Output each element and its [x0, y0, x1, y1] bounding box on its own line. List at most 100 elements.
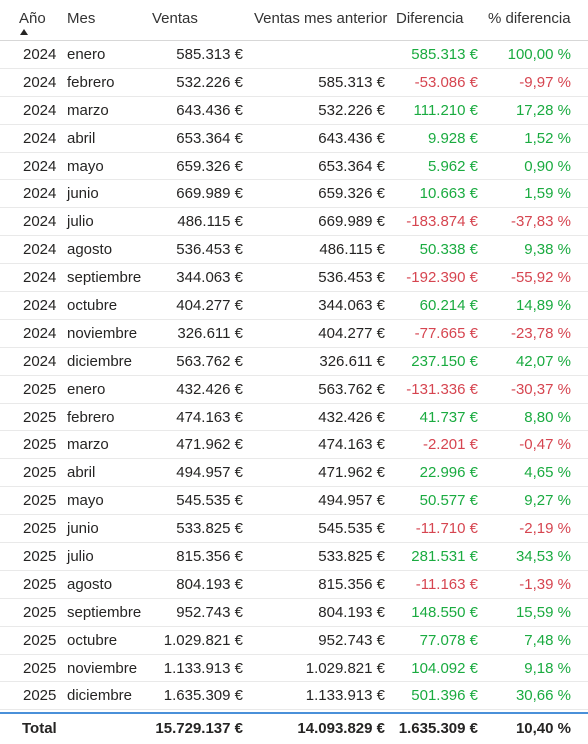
cell-ventas: 815.356 €: [176, 548, 243, 566]
cell-pct-diferencia: -9,97 %: [519, 73, 571, 91]
cell-diferencia: -131.336 €: [406, 380, 478, 398]
cell-ventas: 653.364 €: [176, 129, 243, 147]
cell-mes: mayo: [67, 157, 104, 175]
cell-ano: 2024: [23, 241, 57, 259]
cell-ventas-anterior: 653.364 €: [318, 157, 385, 175]
cell-ventas-anterior: 432.426 €: [318, 408, 385, 426]
cell-ventas: 471.962 €: [176, 436, 243, 454]
table-row[interactable]: 2025 diciembre 1.635.309 € 1.133.913 € 501.3…: [0, 682, 588, 711]
cell-pct-diferencia: 8,80 %: [524, 408, 571, 426]
cell-pct-diferencia: -1,39 %: [519, 575, 571, 593]
cell-ano: 2025: [23, 687, 57, 705]
table-row[interactable]: 2025 febrero 474.163 € 432.426 € 41.737 € 8,8…: [0, 404, 588, 432]
column-header-diferencia[interactable]: Diferencia: [396, 10, 464, 27]
table-row[interactable]: 2025 marzo 471.962 € 474.163 € -2.201 € -0,47…: [0, 431, 588, 460]
table-row[interactable]: 2024 junio 669.989 € 659.326 € 10.663 € 1,59 …: [0, 180, 588, 209]
table-row[interactable]: 2024 octubre 404.277 € 344.063 € 60.214 € 14,…: [0, 292, 588, 320]
table-row[interactable]: 2024 abril 653.364 € 643.436 € 9.928 € 1,52 %: [0, 125, 588, 153]
total-ventas-anterior: 14.093.829 €: [297, 720, 385, 738]
table-row[interactable]: 2024 julio 486.115 € 669.989 € -183.874 € -37…: [0, 208, 588, 237]
cell-ano: 2024: [23, 213, 57, 231]
column-header-ventas-anterior[interactable]: Ventas mes anterior: [254, 10, 388, 27]
column-header-pct-diferencia[interactable]: % diferencia: [488, 10, 571, 27]
cell-mes: agosto: [67, 575, 113, 593]
cell-diferencia: 10.663 €: [419, 185, 478, 203]
cell-diferencia: 50.577 €: [419, 492, 478, 510]
cell-ano: 2025: [23, 520, 57, 538]
cell-mes: noviembre: [67, 324, 138, 342]
cell-diferencia: -2.201 €: [422, 436, 478, 454]
total-diferencia: 1.635.309 €: [398, 720, 478, 738]
cell-ano: 2025: [23, 631, 57, 649]
cell-ventas: 659.326 €: [176, 157, 243, 175]
table-row[interactable]: 2025 septiembre 952.743 € 804.193 € 148.550 …: [0, 599, 588, 627]
column-header-ventas[interactable]: Ventas: [152, 10, 198, 27]
cell-ventas: 486.115 €: [177, 213, 243, 231]
cell-ventas-anterior: 804.193 €: [318, 603, 385, 621]
table-row[interactable]: 2025 octubre 1.029.821 € 952.743 € 77.078 € 7…: [0, 627, 588, 655]
cell-ventas: 643.436 €: [176, 101, 243, 119]
cell-ano: 2025: [23, 436, 57, 454]
cell-mes: octubre: [67, 297, 118, 315]
cell-pct-diferencia: 9,27 %: [524, 492, 571, 510]
cell-mes: octubre: [67, 631, 118, 649]
cell-ano: 2024: [23, 129, 57, 147]
cell-pct-diferencia: 9,18 %: [524, 659, 571, 677]
cell-ventas-anterior: 545.535 €: [318, 520, 385, 538]
cell-ventas: 1.029.821 €: [163, 631, 243, 649]
cell-ventas: 404.277 €: [176, 297, 243, 315]
cell-pct-diferencia: -2,19 %: [519, 520, 571, 538]
cell-diferencia: 77.078 €: [419, 631, 478, 649]
cell-ano: 2024: [23, 73, 57, 91]
table-row[interactable]: 2024 marzo 643.436 € 532.226 € 111.210 € 17,2…: [0, 97, 588, 125]
table-row[interactable]: 2024 septiembre 344.063 € 536.453 € -192.390…: [0, 264, 588, 293]
cell-mes: junio: [67, 185, 99, 203]
cell-diferencia: 585.313 €: [411, 46, 478, 63]
cell-ventas-anterior: 471.962 €: [318, 464, 385, 482]
cell-ano: 2025: [23, 464, 57, 482]
table-row[interactable]: 2025 noviembre 1.133.913 € 1.029.821 € 104.0…: [0, 655, 588, 683]
cell-pct-diferencia: 1,52 %: [524, 129, 571, 147]
table-row[interactable]: 2024 diciembre 563.762 € 326.611 € 237.150 €…: [0, 348, 588, 376]
table-row[interactable]: 2024 febrero 532.226 € 585.313 € -53.086 € -9…: [0, 69, 588, 97]
cell-pct-diferencia: 14,89 %: [515, 297, 571, 315]
cell-ventas-anterior: 659.326 €: [318, 185, 385, 203]
cell-diferencia: 237.150 €: [411, 352, 478, 370]
table-row[interactable]: 2024 agosto 536.453 € 486.115 € 50.338 € 9,38…: [0, 236, 588, 265]
cell-ventas: 326.611 €: [177, 324, 243, 342]
total-ventas: 15.729.137 €: [155, 720, 243, 738]
cell-ano: 2024: [23, 352, 57, 370]
table-row[interactable]: 2025 abril 494.957 € 471.962 € 22.996 € 4,65 …: [0, 459, 588, 488]
cell-ventas: 532.226 €: [176, 73, 243, 91]
sort-ascending-icon[interactable]: [20, 29, 28, 35]
table-row[interactable]: 2025 junio 533.825 € 545.535 € -11.710 € -2,1…: [0, 515, 588, 544]
cell-mes: enero: [67, 380, 106, 398]
table-row[interactable]: 2025 julio 815.356 € 533.825 € 281.531 € 34,5…: [0, 543, 588, 571]
cell-pct-diferencia: 34,53 %: [515, 548, 571, 566]
table-row[interactable]: 2025 mayo 545.535 € 494.957 € 50.577 € 9,27 %: [0, 487, 588, 516]
total-pct-diferencia: 10,40 %: [515, 720, 571, 738]
cell-pct-diferencia: -37,83 %: [510, 213, 571, 231]
cell-ventas-anterior: 326.611 €: [319, 352, 385, 370]
cell-ventas-anterior: 1.133.913 €: [305, 687, 385, 705]
column-header-mes[interactable]: Mes: [67, 10, 96, 27]
column-header-ano[interactable]: Año: [19, 10, 46, 27]
cell-ano: 2024: [23, 297, 57, 315]
cell-ventas: 563.762 €: [176, 352, 243, 370]
cell-ventas-anterior: 486.115 €: [319, 241, 385, 259]
cell-ventas: 952.743 €: [176, 603, 243, 621]
cell-ventas: 804.193 €: [176, 575, 243, 593]
table-row[interactable]: 2024 mayo 659.326 € 653.364 € 5.962 € 0,90 %: [0, 153, 588, 181]
table-row[interactable]: 2024 enero 585.313 € 585.313 € 100,00 %: [0, 41, 588, 69]
cell-ano: 2025: [23, 603, 57, 621]
cell-mes: febrero: [67, 408, 115, 426]
cell-ventas-anterior: 344.063 €: [318, 297, 385, 315]
table-row[interactable]: 2024 noviembre 326.611 € 404.277 € -77.665 €…: [0, 320, 588, 348]
table-row[interactable]: 2025 agosto 804.193 € 815.356 € -11.163 € -1,…: [0, 571, 588, 599]
cell-mes: agosto: [67, 241, 113, 259]
cell-ventas: 545.535 €: [176, 492, 243, 510]
cell-mes: enero: [67, 46, 106, 63]
table-row[interactable]: 2025 enero 432.426 € 563.762 € -131.336 € -30…: [0, 376, 588, 404]
cell-ventas: 1.635.309 €: [163, 687, 243, 705]
